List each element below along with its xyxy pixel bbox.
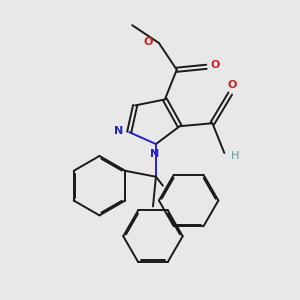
Text: N: N [150, 149, 159, 160]
Text: O: O [144, 37, 153, 46]
Text: N: N [114, 126, 123, 136]
Text: O: O [211, 60, 220, 70]
Text: O: O [227, 80, 236, 90]
Text: H: H [230, 151, 239, 161]
